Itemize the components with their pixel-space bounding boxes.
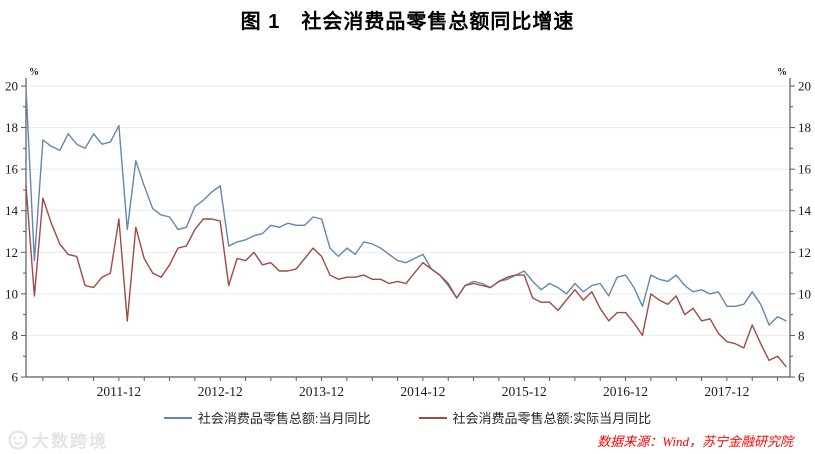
svg-text:%: % xyxy=(29,67,39,78)
svg-text:6: 6 xyxy=(798,370,805,385)
svg-text:18: 18 xyxy=(798,120,811,135)
svg-text:6: 6 xyxy=(12,370,19,385)
svg-text:10: 10 xyxy=(798,286,811,301)
svg-text:20: 20 xyxy=(5,79,18,94)
svg-text:2011-12: 2011-12 xyxy=(97,384,142,399)
svg-text:10: 10 xyxy=(5,286,18,301)
svg-text:2013-12: 2013-12 xyxy=(299,384,344,399)
svg-text:20: 20 xyxy=(798,79,811,94)
legend-line-sample-red xyxy=(418,416,447,419)
svg-text:12: 12 xyxy=(798,245,811,260)
watermark-smiley-icon xyxy=(8,429,28,450)
svg-text:12: 12 xyxy=(5,245,18,260)
svg-text:2017-12: 2017-12 xyxy=(704,384,749,399)
svg-text:2012-12: 2012-12 xyxy=(198,384,243,399)
legend-item-nominal: 社会消费品零售总额:当月同比 xyxy=(163,408,371,427)
legend-label-nominal: 社会消费品零售总额:当月同比 xyxy=(197,411,371,426)
svg-text:8: 8 xyxy=(798,328,805,343)
svg-text:18: 18 xyxy=(5,120,18,135)
chart-canvas: 6 6 8 8 10 10 12 12 14 14 16 16 18 18 20 20% % 2011-12 201… xyxy=(5,67,812,399)
series-line-0 xyxy=(25,87,787,326)
chart-legend: 社会消费品零售总额:当月同比 社会消费品零售总额:实际当月同比 xyxy=(0,408,815,427)
series-line-1 xyxy=(25,185,787,368)
legend-label-real: 社会消费品零售总额:实际当月同比 xyxy=(452,411,652,426)
chart-title: 图 1 社会消费品零售总额同比增速 xyxy=(240,11,575,33)
svg-text:16: 16 xyxy=(798,162,812,177)
watermark: 大数跨境 xyxy=(8,427,108,452)
svg-text:2014-12: 2014-12 xyxy=(400,384,445,399)
legend-item-real: 社会消费品零售总额:实际当月同比 xyxy=(418,408,652,427)
svg-text:2016-12: 2016-12 xyxy=(603,384,648,399)
watermark-text: 大数跨境 xyxy=(32,432,108,451)
source-note: 数据来源：Wind，苏宁金融研究院 xyxy=(597,434,793,449)
svg-text:2015-12: 2015-12 xyxy=(502,384,547,399)
svg-text:%: % xyxy=(777,67,787,78)
svg-text:14: 14 xyxy=(798,203,812,218)
svg-text:8: 8 xyxy=(12,328,19,343)
svg-text:16: 16 xyxy=(5,162,19,177)
svg-text:14: 14 xyxy=(5,203,19,218)
legend-line-sample-blue xyxy=(163,416,192,419)
